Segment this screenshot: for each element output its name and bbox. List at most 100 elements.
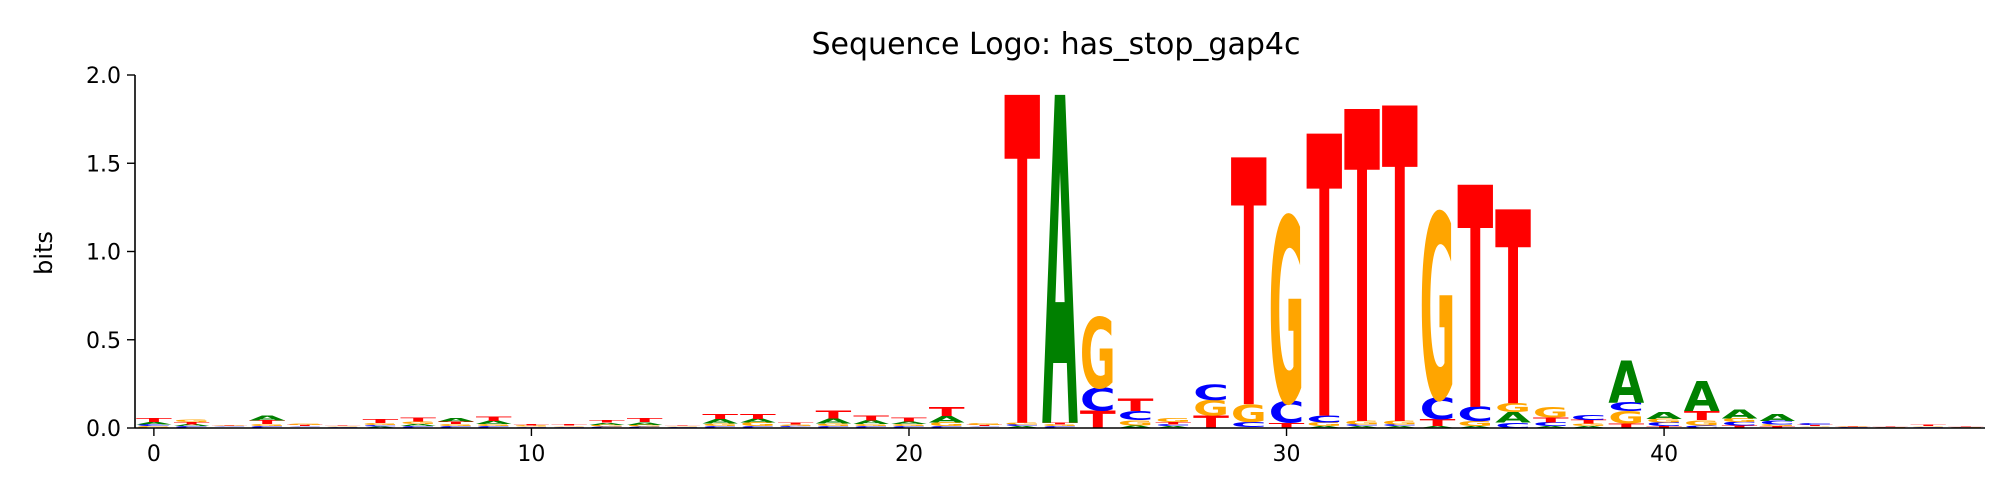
- logo-letter: G: [1344, 420, 1380, 426]
- logo-letter: T: [287, 425, 324, 427]
- logo-letter: T: [740, 413, 776, 421]
- logo-letter: C: [1797, 423, 1833, 426]
- logo-letter: G: [1080, 297, 1116, 410]
- logo-letter: T: [1457, 124, 1493, 479]
- logo-letter: T: [1382, 19, 1418, 500]
- logo-letter: C: [929, 425, 965, 428]
- logo-letter: G: [1533, 404, 1569, 421]
- logo-letter: T: [1873, 426, 1910, 427]
- logo-letter: T: [249, 420, 286, 426]
- logo-letter: A: [853, 420, 890, 426]
- logo-letter: A: [929, 414, 965, 424]
- logo-letter: T: [1231, 91, 1267, 485]
- logo-letter: A: [438, 417, 475, 422]
- logo-letter: T: [1797, 425, 1834, 427]
- logo-letter: G: [1155, 417, 1191, 423]
- logo-letter: T: [1080, 406, 1116, 434]
- logo-letter: T: [627, 418, 664, 424]
- logo-letter: A: [891, 421, 928, 425]
- logo-letter: G: [853, 424, 889, 427]
- logo-letter: T: [400, 417, 437, 423]
- logo-letter: A: [1608, 349, 1644, 416]
- logo-letter: C: [211, 426, 247, 427]
- logo-letter: T: [1306, 58, 1342, 500]
- logo-letter: T: [1042, 422, 1079, 425]
- logo-letter: A: [1495, 410, 1531, 427]
- logo-letter: T: [816, 408, 852, 421]
- logo-letter: C: [287, 426, 323, 427]
- logo-letter: T: [1420, 417, 1456, 428]
- logo-letter: G: [551, 425, 587, 426]
- logo-letter: T: [1118, 396, 1154, 416]
- logo-letter: C: [1420, 393, 1456, 426]
- logo-letter: A: [740, 418, 777, 424]
- logo-letter: C: [513, 426, 549, 427]
- logo-letter: C: [1722, 421, 1758, 427]
- logo-letter: G: [400, 421, 436, 425]
- logo-letter: C: [1344, 424, 1380, 427]
- x-tick-label: 30: [1273, 442, 1301, 467]
- logo-letter: G: [1759, 424, 1795, 427]
- logo-letter: T: [702, 412, 738, 421]
- logo-letter: G: [362, 423, 398, 426]
- logo-letter: A: [1646, 410, 1682, 421]
- logo-letter: G: [816, 423, 852, 427]
- y-axis-label: bits: [30, 231, 58, 275]
- logo-letter: C: [136, 424, 172, 427]
- logo-letter: G: [513, 425, 549, 427]
- logo-letter: T: [438, 421, 475, 425]
- logo-letter: T: [778, 422, 815, 425]
- logo-letter: T: [476, 415, 513, 422]
- y-tick-label: 0.5: [86, 329, 121, 354]
- logo-letter: G: [891, 424, 927, 427]
- logo-letter: G: [1306, 422, 1342, 428]
- logo-letter: A: [702, 418, 738, 425]
- logo-letter: T: [929, 405, 965, 419]
- logo-letter: G: [929, 422, 965, 428]
- logo-letter: G: [1042, 424, 1078, 427]
- logo-letter: C: [1004, 424, 1040, 427]
- logo-letter: T: [136, 417, 173, 423]
- logo-letter: G: [1118, 419, 1154, 427]
- logo-letter: G: [1948, 427, 1984, 428]
- logo-letter: T: [1722, 425, 1759, 429]
- logo-letter: G: [476, 424, 512, 427]
- logo-letter: A: [249, 414, 285, 423]
- logo-letter: G: [702, 423, 738, 427]
- logo-letter: C: [551, 426, 587, 427]
- logo-letter: T: [1269, 421, 1305, 430]
- logo-letter: A: [1344, 426, 1381, 429]
- logo-letter: A: [1684, 374, 1720, 422]
- logo-letter: G: [438, 424, 474, 427]
- logo-letter: A: [1571, 426, 1608, 429]
- logo-letter: T: [1646, 426, 1683, 429]
- logo-letter: A: [589, 422, 626, 425]
- logo-letter: C: [967, 426, 1003, 427]
- logo-letter: G: [1835, 426, 1871, 427]
- logo-letter: A: [1155, 426, 1192, 429]
- logo-letter: C: [1608, 400, 1644, 414]
- logo-letter: C: [1646, 422, 1682, 428]
- logo-letter: G: [1004, 422, 1040, 425]
- chart-title: Sequence Logo: has_stop_gap4c: [812, 27, 1301, 62]
- logo-letter: A: [1118, 425, 1155, 429]
- axes: 0.0 0.5 1.0 1.5 2.0 0 10 20 30 40: [86, 64, 1985, 467]
- logo-letter: G: [1457, 420, 1493, 428]
- logo-letter: C: [1306, 414, 1342, 425]
- logo-letter: T: [211, 424, 248, 425]
- y-tick-label: 1.5: [86, 152, 121, 177]
- logo-letter: T: [1835, 426, 1872, 427]
- logo-letter: A: [476, 420, 513, 425]
- logo-letter: T: [1344, 24, 1380, 500]
- logo-letter: G: [249, 424, 285, 427]
- logo-letter: A: [1722, 407, 1759, 421]
- logo-letter: A: [400, 424, 437, 427]
- logo-letter: A: [1306, 426, 1343, 429]
- logo-letter: C: [1571, 414, 1607, 422]
- logo-letter: A: [1533, 426, 1570, 429]
- logo-letter: C: [1684, 425, 1720, 429]
- logo-letter: G: [1269, 166, 1305, 461]
- logo-letter: G: [778, 424, 814, 426]
- logo-letter: G: [1910, 426, 1946, 427]
